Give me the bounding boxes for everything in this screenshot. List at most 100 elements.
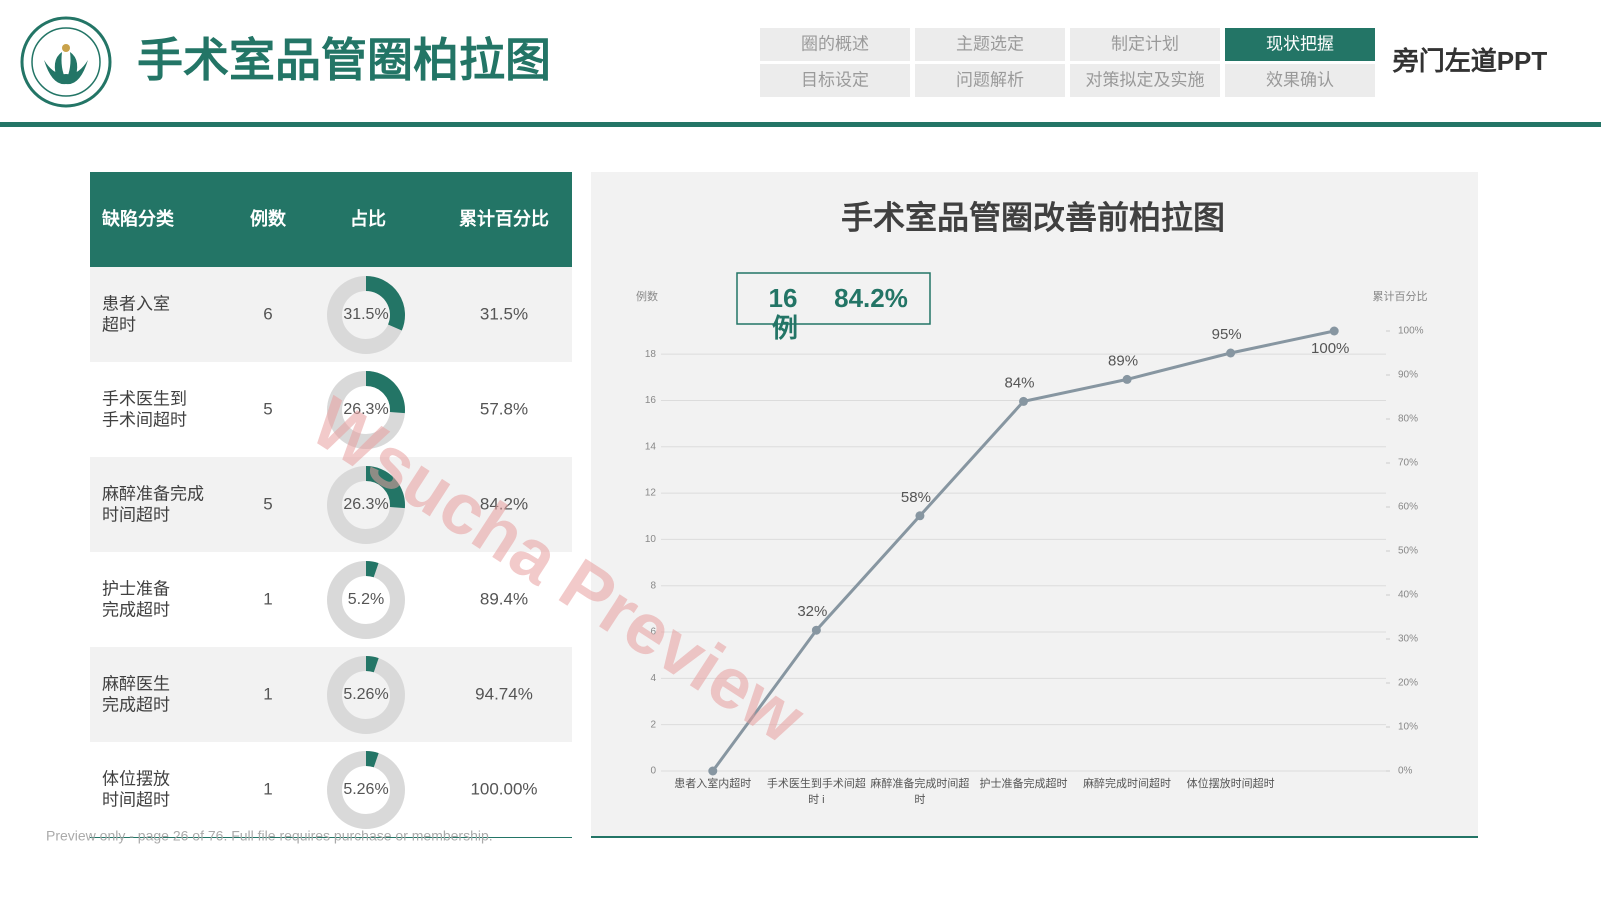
category-cell: 患者入室 bbox=[102, 294, 170, 313]
y-tick-label: 2 bbox=[650, 719, 656, 730]
y2-tick-label: 30% bbox=[1398, 634, 1418, 645]
cumulative-cell: 89.4% bbox=[480, 589, 528, 608]
y2-tick-label: 60% bbox=[1398, 502, 1418, 513]
cumulative-cell: 94.74% bbox=[475, 684, 533, 703]
page-title: 手术室品管圈柏拉图 bbox=[137, 34, 551, 86]
column-header: 例数 bbox=[250, 208, 287, 229]
y2-axis-title: 累计百分比 bbox=[1373, 290, 1428, 303]
count-cell: 5 bbox=[263, 494, 272, 513]
y2-tick-label: 70% bbox=[1398, 458, 1418, 469]
x-tick-label: 体位摆放时间超时 bbox=[1186, 778, 1275, 790]
series-point bbox=[1226, 348, 1236, 358]
nav-tab-label: 制定计划 bbox=[1111, 34, 1179, 53]
y-tick-label: 6 bbox=[650, 627, 656, 638]
series-point bbox=[1122, 374, 1132, 384]
nav-tab bbox=[915, 64, 1065, 97]
y-tick-label: 16 bbox=[645, 395, 657, 406]
share-label: 26.3% bbox=[343, 496, 388, 513]
series-point bbox=[915, 511, 925, 521]
data-label: 58% bbox=[901, 489, 931, 506]
nav-tab-label: 问题解析 bbox=[956, 70, 1024, 89]
panel-rule bbox=[591, 836, 1478, 838]
nav-tab-label: 目标设定 bbox=[801, 70, 869, 89]
nav-tab bbox=[1070, 28, 1220, 61]
nav-tab bbox=[915, 28, 1065, 61]
donut-slice bbox=[365, 751, 379, 768]
share-label: 26.3% bbox=[343, 401, 388, 418]
y-tick-label: 14 bbox=[645, 441, 657, 452]
y-axis-title: 例数 bbox=[636, 289, 658, 303]
y2-tick-label: 100% bbox=[1398, 326, 1424, 337]
logo bbox=[20, 16, 112, 108]
series-point bbox=[811, 625, 821, 635]
chart-title: 手术室品管圈改善前柏拉图 bbox=[841, 199, 1225, 235]
annotation-box bbox=[736, 272, 931, 325]
data-label: 32% bbox=[797, 603, 827, 620]
x-tick-label: 护士准备完成超时 bbox=[979, 778, 1068, 790]
category-cell: 完成超时 bbox=[102, 600, 170, 619]
y2-tick-label: 10% bbox=[1398, 722, 1418, 733]
annotation-percent: 84.2% bbox=[834, 283, 908, 313]
nav-tab-label: 主题选定 bbox=[956, 34, 1024, 53]
nav-tab bbox=[760, 28, 910, 61]
y-tick-label: 4 bbox=[650, 673, 656, 684]
nav-tab bbox=[1070, 64, 1220, 97]
count-cell: 5 bbox=[263, 399, 272, 418]
nav-tab-label: 圈的概述 bbox=[801, 34, 869, 53]
donut-slice bbox=[365, 656, 379, 673]
donut-slice bbox=[365, 371, 405, 414]
donut-slice bbox=[365, 466, 405, 509]
donut-slice bbox=[365, 276, 405, 331]
annotation-count: 例 bbox=[772, 313, 798, 343]
category-cell: 完成超时 bbox=[102, 695, 170, 714]
nav-tab-label: 对策拟定及实施 bbox=[1086, 70, 1205, 89]
y-tick-label: 0 bbox=[650, 766, 656, 777]
y-tick-label: 18 bbox=[645, 349, 657, 360]
chart-panel bbox=[591, 172, 1478, 838]
header-rule bbox=[0, 122, 1601, 127]
x-tick-label: 患者入室内超时 bbox=[674, 778, 752, 790]
series-point bbox=[1019, 396, 1028, 406]
count-cell: 1 bbox=[263, 684, 272, 703]
category-cell: 时间超时 bbox=[102, 505, 170, 524]
nav-tab-label: 现状把握 bbox=[1266, 34, 1334, 53]
x-tick-label: 麻醉准备完成时间超时 bbox=[870, 778, 970, 806]
data-label: 95% bbox=[1212, 326, 1242, 343]
share-label: 5.2% bbox=[348, 591, 384, 608]
cumulative-cell: 84.2% bbox=[480, 494, 528, 513]
category-cell: 麻醉医生 bbox=[102, 674, 170, 693]
share-label: 31.5% bbox=[343, 306, 388, 323]
y2-tick-label: 80% bbox=[1398, 414, 1418, 425]
share-label: 5.26% bbox=[343, 686, 388, 703]
y-tick-label: 10 bbox=[645, 534, 657, 545]
y2-tick-label: 0% bbox=[1398, 766, 1413, 777]
y-tick-label: 12 bbox=[645, 488, 657, 499]
data-label: 89% bbox=[1108, 352, 1138, 369]
x-tick-label: 麻醉完成时间超时 bbox=[1083, 778, 1172, 790]
column-header: 缺陷分类 bbox=[101, 208, 175, 229]
count-cell: 6 bbox=[263, 304, 272, 323]
annotation-count: 16 bbox=[769, 283, 798, 313]
category-cell: 超时 bbox=[102, 315, 136, 334]
count-cell: 1 bbox=[263, 589, 272, 608]
data-label: 84% bbox=[1004, 374, 1034, 391]
footer-note: Preview only - page 26 of 76. Full file … bbox=[46, 828, 493, 844]
y2-tick-label: 50% bbox=[1398, 546, 1418, 557]
table-header bbox=[90, 172, 572, 267]
column-header: 占比 bbox=[350, 208, 386, 229]
category-cell: 手术间超时 bbox=[102, 410, 187, 429]
category-cell: 体位摆放 bbox=[102, 769, 170, 788]
nav-tab bbox=[1225, 28, 1375, 61]
brand: 旁门左道PPT bbox=[1392, 46, 1548, 76]
category-cell: 时间超时 bbox=[102, 790, 170, 809]
data-label: 100% bbox=[1311, 340, 1349, 357]
series-point bbox=[1329, 326, 1339, 336]
column-header: 累计百分比 bbox=[459, 208, 549, 229]
nav-tab bbox=[1225, 64, 1375, 97]
nav-tab bbox=[760, 64, 910, 97]
x-tick-label: 手术医生到手术间超时 i bbox=[766, 778, 866, 806]
category-cell: 麻醉准备完成 bbox=[102, 484, 204, 503]
y2-tick-label: 90% bbox=[1398, 370, 1418, 381]
